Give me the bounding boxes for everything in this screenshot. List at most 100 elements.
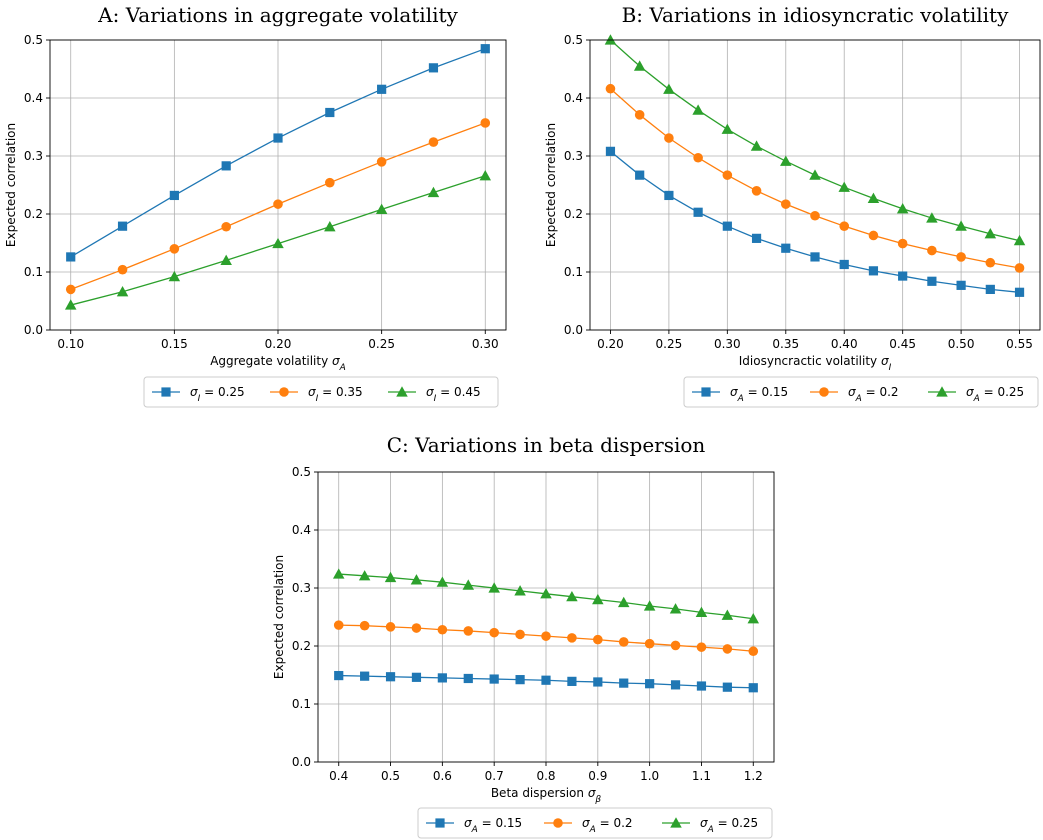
- data-point: [463, 673, 473, 684]
- y-tick-label: 0.4: [24, 91, 43, 105]
- legend-label: σA = 0.2: [582, 816, 633, 835]
- data-point: [617, 596, 630, 608]
- x-tick-label: 0.25: [368, 337, 395, 351]
- data-point: [116, 285, 129, 297]
- data-point: [619, 678, 629, 688]
- x-tick-label: 0.5: [381, 769, 400, 783]
- data-point: [220, 254, 232, 265]
- legend-item: σA = 0.25: [662, 816, 758, 835]
- data-point: [325, 177, 335, 188]
- data-point: [984, 227, 997, 239]
- data-point: [645, 679, 655, 689]
- data-point: [359, 620, 370, 631]
- data-point: [384, 571, 397, 583]
- y-tick-label: 0.5: [24, 33, 43, 47]
- data-point: [868, 266, 879, 276]
- data-point: [1014, 263, 1025, 273]
- data-point: [410, 574, 423, 585]
- legend-marker: [701, 387, 711, 397]
- data-point: [592, 593, 604, 605]
- data-point: [480, 118, 491, 128]
- data-point: [334, 670, 344, 681]
- y-tick-label: 0.2: [24, 207, 43, 221]
- data-point: [428, 137, 439, 147]
- data-point: [896, 203, 909, 214]
- data-point: [169, 190, 179, 201]
- data-point: [751, 233, 762, 243]
- data-point: [437, 624, 448, 635]
- x-tick-label: 0.40: [831, 337, 858, 351]
- x-tick-label: 0.10: [57, 337, 84, 351]
- data-point: [696, 681, 707, 691]
- data-point: [780, 155, 792, 166]
- legend-label: σI = 0.35: [308, 385, 363, 404]
- series: [332, 568, 760, 624]
- data-point: [324, 221, 336, 232]
- legend-item: σA = 0.2: [810, 385, 899, 404]
- x-tick-label: 0.45: [889, 337, 916, 351]
- data-point: [670, 640, 681, 651]
- y-tick-label: 0.3: [564, 149, 583, 163]
- data-point: [411, 672, 422, 682]
- y-tick-label: 0.3: [24, 149, 43, 163]
- data-point: [695, 606, 708, 617]
- legend-item: σA = 0.2: [544, 816, 633, 835]
- legend-item: σA = 0.15: [692, 385, 788, 404]
- data-point: [64, 299, 77, 310]
- legend-label: σI = 0.45: [426, 385, 481, 404]
- data-point: [722, 644, 733, 654]
- data-point: [643, 600, 656, 611]
- data-point: [462, 579, 475, 590]
- y-tick-label: 0.4: [292, 523, 311, 537]
- chart-panel: B: Variations in idiosyncratic volatilit…: [544, 3, 1041, 408]
- x-tick-label: 0.25: [656, 337, 683, 351]
- legend: σA = 0.15 σA = 0.2 σA = 0.25: [683, 376, 1039, 408]
- x-tick-label: 0.30: [714, 337, 741, 351]
- series: [333, 620, 759, 657]
- data-point: [670, 680, 681, 690]
- data-point: [515, 675, 525, 685]
- series: [605, 83, 1025, 273]
- legend-item: σA = 0.25: [928, 385, 1024, 404]
- data-point: [273, 133, 283, 143]
- x-tick-label: 0.6: [433, 769, 452, 783]
- x-tick-label: 0.20: [597, 337, 624, 351]
- data-point: [692, 104, 704, 115]
- data-point: [809, 169, 821, 180]
- legend-item: σI = 0.45: [388, 385, 481, 404]
- data-point: [480, 44, 490, 54]
- legend-label: σA = 0.25: [966, 385, 1024, 404]
- data-point: [897, 238, 908, 249]
- x-tick-label: 0.4: [329, 769, 348, 783]
- chart-panel: A: Variations in aggregate volatility 0.1…: [4, 3, 507, 408]
- y-tick-label: 0.4: [564, 91, 583, 105]
- x-tick-label: 0.9: [588, 769, 607, 783]
- legend-marker: [936, 386, 948, 397]
- data-point: [605, 83, 616, 94]
- data-point: [747, 612, 760, 624]
- data-point: [514, 585, 526, 596]
- data-point: [810, 252, 820, 262]
- x-tick-label: 1.2: [744, 769, 763, 783]
- data-point: [593, 677, 603, 687]
- legend-box: [683, 376, 1039, 408]
- data-point: [696, 642, 707, 652]
- x-tick-label: 0.15: [161, 337, 188, 351]
- legend-marker: [279, 387, 289, 397]
- data-point: [117, 264, 128, 275]
- data-point: [168, 270, 181, 282]
- legend-label: σA = 0.15: [464, 816, 522, 835]
- legend: σI = 0.25 σI = 0.35 σI = 0.45: [143, 376, 499, 408]
- legend-marker: [161, 387, 171, 397]
- x-tick-label: 0.35: [772, 337, 799, 351]
- data-point: [618, 637, 629, 647]
- data-point: [955, 220, 967, 231]
- y-tick-label: 0.3: [292, 581, 311, 595]
- data-point: [221, 221, 231, 232]
- data-point: [489, 674, 499, 684]
- data-point: [593, 634, 603, 645]
- data-point: [985, 284, 995, 294]
- data-point: [411, 623, 422, 633]
- data-point: [956, 280, 966, 290]
- y-tick-label: 0.2: [564, 207, 583, 221]
